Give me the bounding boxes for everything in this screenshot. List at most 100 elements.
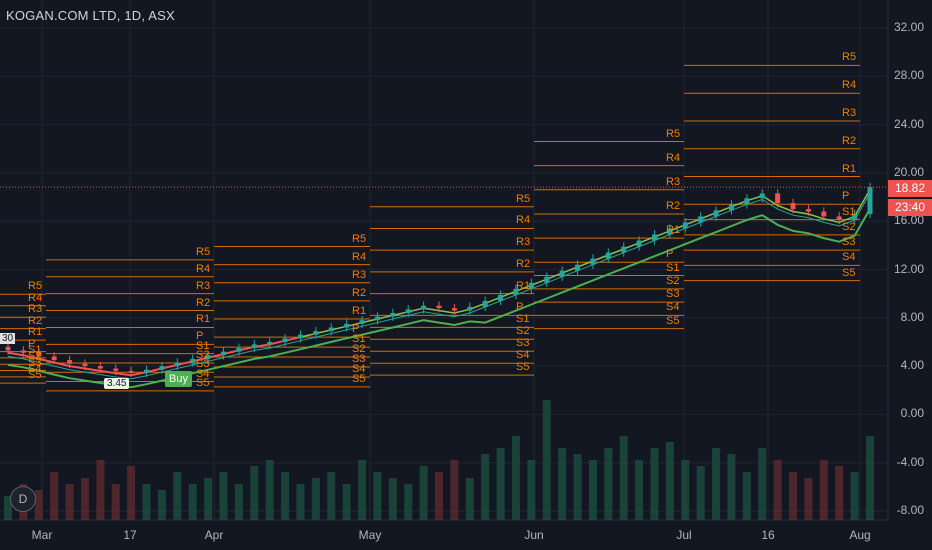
- pivot-label-r3: R3: [842, 106, 857, 119]
- pivot-label-s2: S2: [842, 220, 856, 233]
- candle-body: [251, 344, 257, 348]
- candle-body: [621, 246, 627, 253]
- volume-bar: [311, 478, 320, 520]
- candle-body: [759, 193, 765, 199]
- volume-bar: [80, 478, 89, 520]
- volume-bar: [465, 478, 474, 520]
- candle-body: [451, 308, 457, 311]
- candle-body: [344, 323, 350, 328]
- pivot-label-r4: R4: [352, 250, 367, 263]
- pivot-label-s1: S1: [516, 313, 530, 326]
- candle-body: [421, 305, 427, 310]
- volume-bar: [373, 472, 382, 520]
- volume-bar: [404, 484, 413, 520]
- candle-body: [575, 264, 581, 271]
- pivot-label-r2: R2: [516, 257, 531, 270]
- pivot-label-r4: R4: [516, 214, 531, 227]
- volume-bar: [681, 460, 690, 520]
- candle-body: [5, 346, 11, 351]
- volume-bar: [450, 460, 459, 520]
- pivot-label-s1: S1: [842, 205, 856, 218]
- volume-bar: [281, 472, 290, 520]
- volume-bar: [419, 466, 428, 520]
- candle-body: [667, 228, 673, 235]
- candle-body: [159, 366, 165, 370]
- candle-body: [267, 341, 273, 345]
- volume-bar: [342, 484, 351, 520]
- time-axis-label: 17: [123, 528, 137, 542]
- pivot-label-r2: R2: [28, 314, 43, 327]
- pivot-label-s2: S2: [352, 343, 366, 356]
- volume-bar: [388, 478, 397, 520]
- candle-body: [698, 216, 704, 223]
- buy-signal-badge[interactable]: Buy: [165, 371, 192, 387]
- candle-body: [82, 363, 88, 367]
- pivot-label-s2: S2: [516, 325, 530, 338]
- pivot-label-r2: R2: [352, 286, 367, 299]
- volume-bar: [204, 478, 213, 520]
- price-axis-label: 0.00: [900, 406, 924, 421]
- time-axis-label: Apr: [204, 528, 224, 542]
- candle-body: [297, 334, 303, 339]
- pivot-label-s5: S5: [196, 376, 210, 389]
- volume-bar: [219, 472, 228, 520]
- pivot-label-r3: R3: [196, 279, 211, 292]
- pivot-label-r3: R3: [28, 303, 43, 316]
- ema-line: [7, 192, 871, 380]
- pivot-label-r2: R2: [842, 134, 857, 147]
- candle-body: [559, 270, 565, 277]
- volume-bar: [250, 466, 259, 520]
- volume-bar: [496, 448, 505, 520]
- candle-body: [282, 338, 288, 342]
- candle-body: [498, 294, 504, 301]
- volume-bar: [696, 466, 705, 520]
- candle-body: [636, 240, 642, 247]
- pivot-label-s5: S5: [666, 314, 680, 327]
- time-axis-label: Aug: [849, 528, 871, 542]
- countdown-tag: 23:40: [888, 199, 932, 216]
- candle-body: [821, 211, 827, 217]
- volume-bar: [96, 460, 105, 520]
- volume-bar: [542, 400, 551, 520]
- candle-body: [805, 209, 811, 212]
- pivot-label-s3: S3: [516, 337, 530, 350]
- candle-body: [128, 370, 134, 373]
- volume-bar: [234, 484, 243, 520]
- candle-body: [236, 347, 242, 352]
- pivot-label-r4: R4: [842, 79, 857, 92]
- pivot-label-s5: S5: [842, 266, 856, 279]
- volume-bar: [573, 454, 582, 520]
- pivot-label-r5: R5: [516, 192, 531, 205]
- pivot-label-r4: R4: [196, 262, 211, 275]
- pivot-label-s5: S5: [28, 369, 42, 382]
- price-axis-label: 20.00: [893, 164, 924, 179]
- trend-line: [300, 189, 871, 338]
- candle-body: [205, 355, 211, 359]
- pivot-label-r5: R5: [842, 51, 857, 64]
- candle-body: [405, 309, 411, 313]
- candle-body: [836, 216, 842, 220]
- pivot-label-r5: R5: [666, 127, 681, 140]
- candle-body: [174, 362, 180, 367]
- candle-body: [790, 203, 796, 210]
- resistance-band-line: [7, 336, 301, 377]
- dividend-button[interactable]: D: [10, 486, 36, 512]
- pivot-label-s4: S4: [516, 349, 530, 362]
- pivot-label-r1: R1: [666, 224, 681, 237]
- candle-body: [744, 198, 750, 205]
- candle-body: [113, 368, 119, 371]
- volume-bar: [50, 472, 59, 520]
- candle-body: [359, 320, 365, 324]
- volume-bar: [850, 472, 859, 520]
- price-axis-label: 24.00: [893, 116, 924, 131]
- candle-body: [67, 360, 73, 364]
- volume-bar: [188, 484, 197, 520]
- pivot-label-s4: S4: [666, 301, 680, 314]
- price-axis-label: 32.00: [893, 20, 924, 34]
- candle-body: [36, 352, 42, 357]
- volume-bar: [604, 448, 613, 520]
- volume-bar: [327, 472, 336, 520]
- volume-bar: [650, 448, 659, 520]
- candle-body: [652, 234, 657, 241]
